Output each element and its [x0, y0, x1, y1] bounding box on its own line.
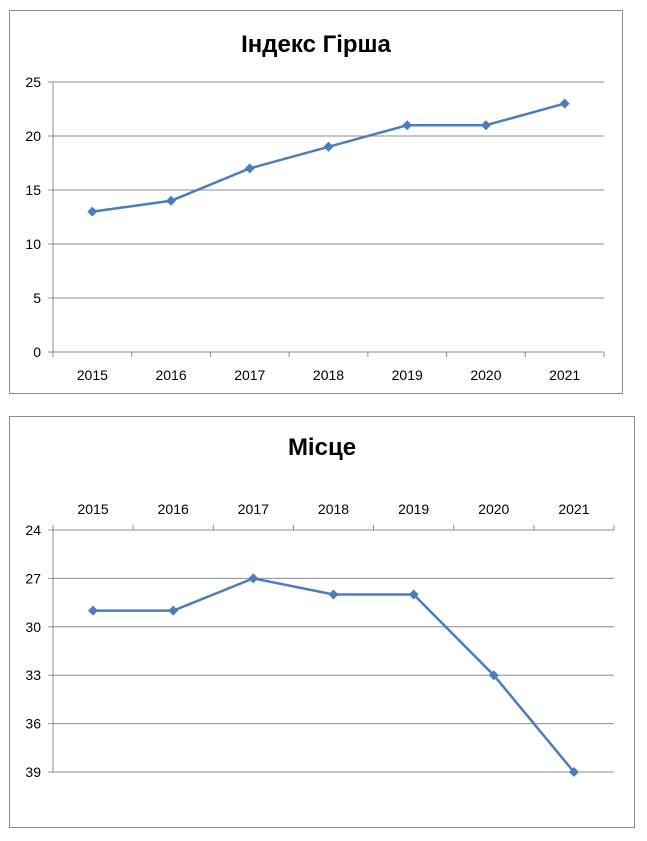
- rank-chart: Місце 24 27 30 33 36 39 2015 2016 2017 2018 2019 20…: [9, 416, 635, 828]
- hirsch-index-plot: 0 5 10 15 20 25 2015 2016 2017 2018 2019 2020 2021: [25, 74, 605, 383]
- y-tick-label: 5: [33, 290, 41, 306]
- y-tick-label: 15: [25, 182, 41, 198]
- data-point: [166, 195, 177, 206]
- data-point: [488, 670, 499, 681]
- series-line: [92, 102, 565, 213]
- x-tick-label: 2018: [313, 367, 344, 383]
- y-tick-label: 25: [25, 74, 41, 90]
- x-tick-label: 2016: [158, 501, 189, 517]
- y-tick-label: 39: [25, 764, 41, 780]
- x-tick-label: 2021: [558, 501, 589, 517]
- y-tick-label: 30: [25, 619, 41, 635]
- x-tick-label: 2020: [478, 501, 509, 517]
- data-point: [480, 120, 491, 131]
- x-tick-label: 2017: [238, 501, 269, 517]
- x-tick-label: 2019: [392, 367, 423, 383]
- x-tick-label: 2021: [549, 367, 580, 383]
- data-point: [168, 605, 179, 616]
- y-tick-label: 10: [25, 236, 41, 252]
- chart-title: Місце: [287, 434, 357, 461]
- y-tick-label: 0: [33, 344, 41, 360]
- data-point: [87, 206, 98, 217]
- x-tick-label: 2015: [77, 501, 108, 517]
- data-point: [402, 120, 413, 131]
- data-point: [244, 163, 255, 174]
- x-tick-label: 2016: [155, 367, 186, 383]
- x-tick-label: 2017: [234, 367, 265, 383]
- data-point: [88, 605, 99, 616]
- data-point: [328, 589, 339, 600]
- x-tick-label: 2020: [470, 367, 501, 383]
- x-tick-label: 2019: [398, 501, 429, 517]
- y-tick-label: 24: [25, 522, 41, 538]
- y-tick-label: 20: [25, 128, 41, 144]
- y-tick-label: 36: [25, 716, 41, 732]
- data-point: [559, 98, 570, 109]
- hirsch-index-chart: Індекс Гірша 0 5 10 15 20 25 2015 2016 2017 2018 2…: [9, 10, 623, 394]
- x-tick-label: 2015: [77, 367, 108, 383]
- y-tick-label: 33: [25, 667, 41, 683]
- data-point: [248, 573, 259, 584]
- data-point: [568, 767, 579, 777]
- rank-plot: 24 27 30 33 36 39 2015 2016 2017 2018 2019 2020 2021: [25, 501, 615, 780]
- data-point: [323, 141, 334, 152]
- chart-title: Індекс Гірша: [241, 31, 391, 58]
- x-tick-label: 2018: [318, 501, 349, 517]
- y-tick-label: 27: [25, 570, 41, 586]
- data-point: [408, 589, 419, 600]
